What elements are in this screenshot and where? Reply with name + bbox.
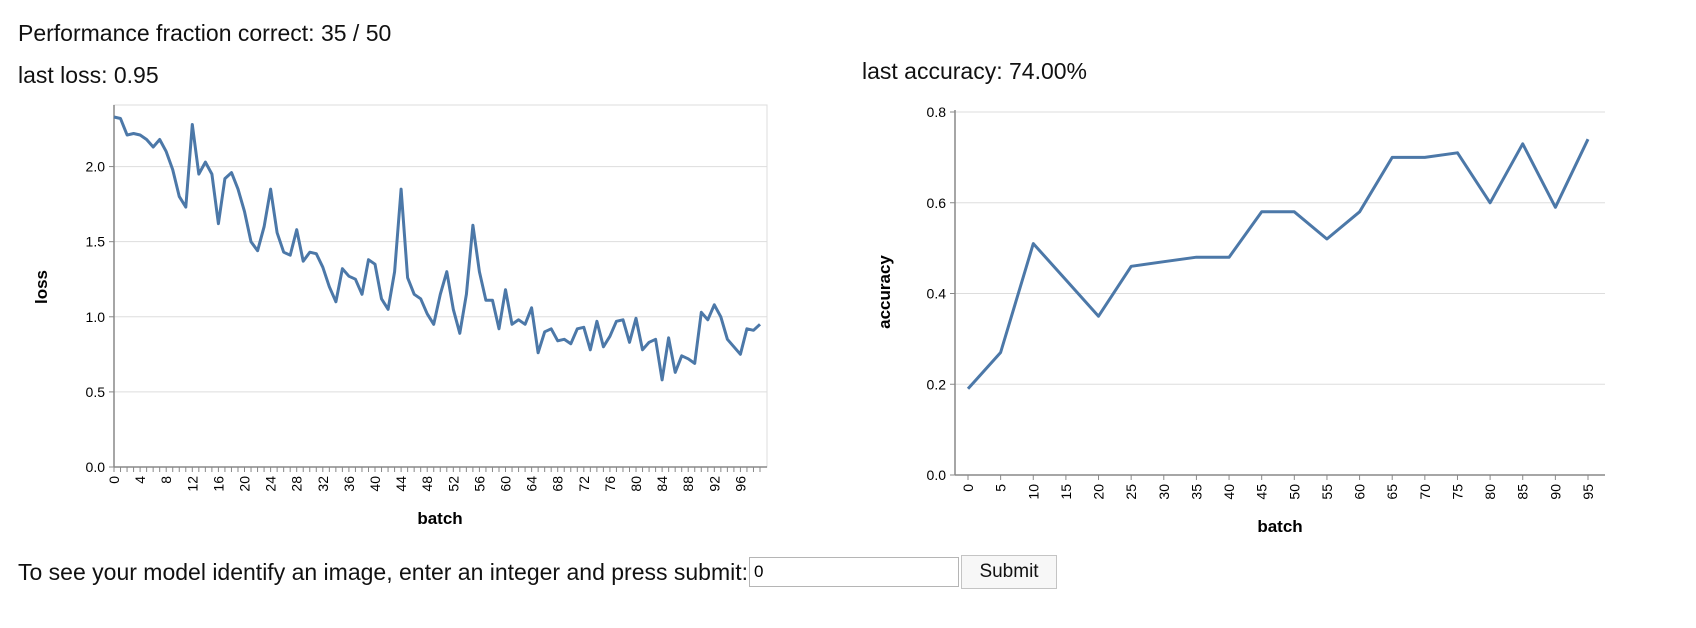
accuracy-x-tick-label: 65 [1384,484,1400,500]
accuracy-x-tick-label: 15 [1058,484,1074,500]
identify-prompt: To see your model identify an image, ent… [18,558,749,585]
accuracy-x-axis-title: batch [1257,517,1302,536]
loss-x-tick-label: 40 [367,476,383,492]
accuracy-y-tick-label: 0.8 [927,104,947,120]
loss-x-axis-title: batch [417,509,462,528]
accuracy-x-tick-label: 10 [1025,484,1041,500]
accuracy-y-tick-label: 0.2 [927,376,947,392]
loss-y-tick-label: 0.0 [86,459,106,475]
loss-x-tick-label: 72 [576,476,592,492]
loss-x-tick-label: 12 [184,476,200,492]
accuracy-x-tick-label: 45 [1254,484,1270,500]
accuracy-x-tick-label: 85 [1515,484,1531,500]
loss-x-tick-label: 0 [106,476,122,484]
accuracy-x-tick-label: 90 [1547,484,1563,500]
last-accuracy-text: last accuracy: 74.00% [862,58,1088,84]
loss-x-tick-label: 80 [628,476,644,492]
last-loss-text: last loss: 0.95 [18,62,159,88]
accuracy-x-tick-label: 40 [1221,484,1237,500]
loss-y-tick-label: 2.0 [86,159,106,175]
loss-chart: 0.00.51.01.52.00 4 8 12 16 20 24 28 32 36 40 44 48 52… [32,104,768,528]
loss-x-tick-label: 28 [289,476,305,492]
performance-text: Performance fraction correct: 35 / 50 [18,20,392,46]
loss-x-tick-label: 60 [498,476,514,492]
loss-x-tick-label: 84 [654,476,670,492]
loss-x-tick-label: 24 [263,476,279,492]
loss-x-tick-label: 88 [680,476,696,492]
accuracy-y-tick-label: 0.4 [927,286,947,302]
loss-x-tick-label: 68 [550,476,566,492]
loss-x-tick-label: 32 [315,476,331,492]
accuracy-x-tick-label: 80 [1482,484,1498,500]
loss-x-tick-label: 64 [524,476,540,492]
loss-y-tick-label: 0.5 [86,384,106,400]
loss-y-axis-title: loss [32,270,51,304]
accuracy-y-tick-label: 0.6 [927,195,947,211]
accuracy-x-tick-label: 95 [1580,484,1596,500]
accuracy-x-tick-label: 20 [1091,484,1107,500]
loss-x-tick-label: 76 [602,476,618,492]
loss-y-tick-label: 1.0 [86,309,106,325]
loss-line [113,115,762,382]
loss-x-tick-label: 48 [419,476,435,492]
accuracy-y-tick-label: 0.0 [927,467,947,483]
accuracy-x-tick-label: 5 [993,484,1009,492]
identify-form: To see your model identify an image, ent… [18,555,1058,589]
accuracy-x-tick-label: 55 [1319,484,1335,500]
accuracy-x-tick-label: 50 [1286,484,1302,500]
accuracy-x-tick-label: 35 [1188,484,1204,500]
loss-x-tick-label: 20 [237,476,253,492]
loss-x-tick-label: 44 [393,476,409,492]
accuracy-chart: 0.0 0.2 0.4 0.6 0.8 0 5 10 15 20 25 30 35 40 45 50 55 60 6… [875,104,1605,536]
loss-x-tick-label: 52 [445,476,461,492]
accuracy-y-axis-title: accuracy [875,255,894,329]
loss-x-tick-label: 16 [210,476,226,492]
loss-x-tick-label: 8 [158,476,174,484]
integer-input[interactable] [749,557,960,587]
loss-x-tick-label: 4 [132,476,148,484]
submit-button[interactable]: Submit [961,555,1058,589]
loss-y-tick-label: 1.5 [86,234,106,250]
accuracy-x-tick-label: 70 [1417,484,1433,500]
accuracy-line [966,138,1590,390]
accuracy-x-tick-label: 75 [1449,484,1465,500]
loss-x-tick-label: 56 [471,476,487,492]
accuracy-x-tick-label: 0 [960,484,976,492]
loss-x-tick-label: 92 [706,476,722,492]
accuracy-x-tick-label: 60 [1352,484,1368,500]
accuracy-x-tick-label: 25 [1123,484,1139,500]
accuracy-x-tick-label: 30 [1156,484,1172,500]
loss-x-tick-label: 36 [341,476,357,492]
loss-x-tick-label: 96 [732,476,748,492]
